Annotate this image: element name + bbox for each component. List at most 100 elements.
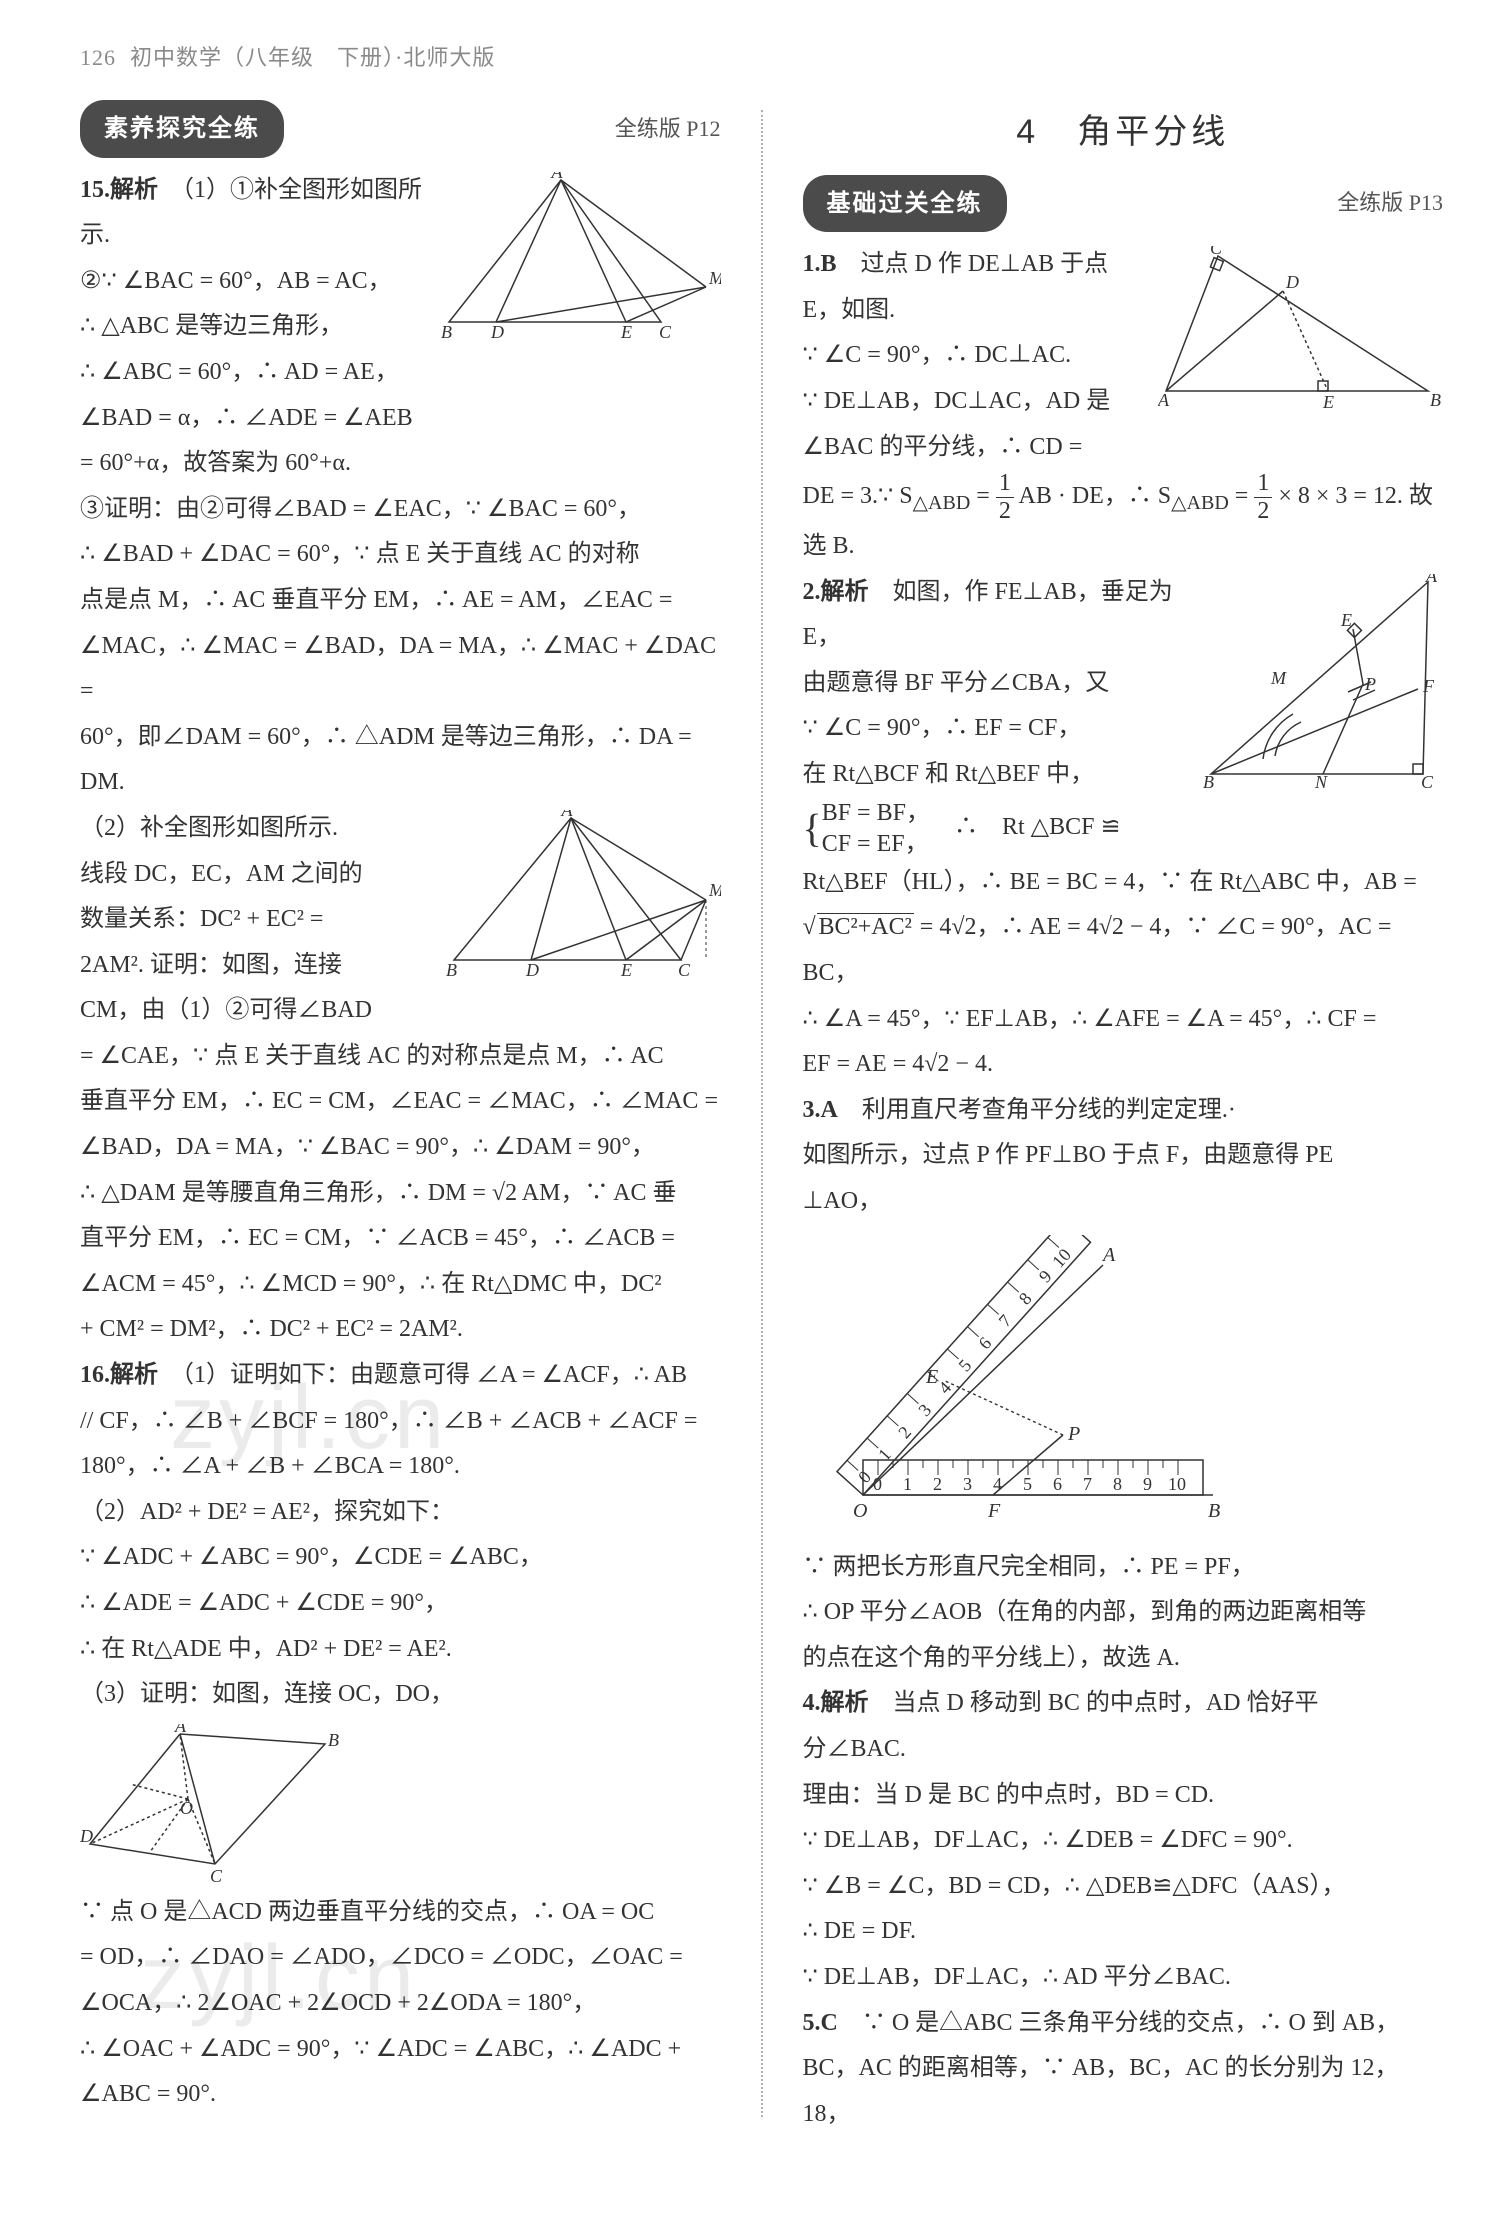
- svg-text:E: E: [1322, 392, 1334, 411]
- q3-e: ∴ OP 平分∠AOB（在角的内部，到角的两边距离相等: [803, 1599, 1367, 1625]
- svg-text:M: M: [708, 880, 721, 900]
- q2-f: Rt△BEF（HL），∴ BE = BC = 4，∵ 在 Rt△ABC 中，AB…: [803, 869, 1417, 895]
- q4-a: 当点 D 移动到 BC 的中点时，AD 恰好平: [893, 1690, 1319, 1716]
- q15-5a: = ∠CAE，∵ 点 E 关于直线 AC 的对称点是点 M，∴ AC: [80, 1043, 664, 1069]
- q4-f: ∴ DE = DF.: [803, 1918, 917, 1944]
- q2-i: EF = AE = 4√2 − 4.: [803, 1051, 993, 1077]
- q15-4a: （2）补全图形如图所示.: [80, 815, 338, 841]
- q3-a: 利用直尺考查角平分线的判定定理.·: [862, 1097, 1236, 1123]
- q1-label: 1.B: [803, 251, 837, 277]
- fig-q16: A B C D O: [80, 1724, 721, 1884]
- q4-label: 4.解析: [803, 1690, 869, 1716]
- q15-5g: + CM² = DM²，∴ DC² + EC² = 2AM².: [80, 1316, 463, 1342]
- q2-label: 2.解析: [803, 579, 869, 605]
- svg-text:7: 7: [994, 1310, 1015, 1330]
- q15-4d: 2AM². 证明：如图，连接: [80, 952, 342, 978]
- q5-b: BC，AC 的距离相等，∵ AB，BC，AC 的长分别为 12，18，: [803, 2055, 1399, 2127]
- q15-3a: ③证明：由②可得∠BAD = ∠EAC，∵ ∠BAC = 60°，: [80, 496, 641, 522]
- svg-text:2: 2: [894, 1422, 915, 1442]
- svg-text:0: 0: [873, 1474, 882, 1494]
- fig-r2: A B C N F E M P: [1203, 574, 1443, 789]
- svg-text:B: B: [1208, 1500, 1220, 1522]
- q15-5c: ∠BAD，DA = MA，∵ ∠BAC = 90°，∴ ∠DAM = 90°，: [80, 1134, 655, 1160]
- svg-text:2: 2: [933, 1474, 942, 1494]
- q15-4e: CM，由（1）②可得∠BAD: [80, 997, 372, 1023]
- q15-5f: ∠ACM = 45°，∴ ∠MCD = 90°，∴ 在 Rt△DMC 中，DC²: [80, 1271, 662, 1297]
- svg-text:O: O: [853, 1500, 867, 1522]
- q2-g: BC²+AC² = 4√2，∴ AE = 4√2 − 4，∵ ∠C = 90°，…: [803, 914, 1392, 986]
- q15-block: A B D E C M 15.解析 （1）①补全图形如图所示. ②∵ ∠BAC …: [80, 168, 721, 1353]
- q16-3d: ∠OCA，∴ 2∠OAC + 2∠OCD + 2∠ODA = 180°，: [80, 1990, 596, 2016]
- svg-text:3: 3: [914, 1400, 935, 1420]
- svg-text:E: E: [620, 322, 632, 340]
- q5-a: ∵ O 是△ABC 三条角平分线的交点，∴ O 到 AB，: [862, 2010, 1399, 2036]
- page-number: 126: [80, 45, 116, 70]
- section-title: 4 角平分线: [803, 100, 1444, 165]
- svg-text:C: C: [1210, 246, 1223, 258]
- svg-text:A: A: [1158, 390, 1170, 410]
- q15-3e: 60°，即∠DAM = 60°，∴ △ADM 是等边三角形，∴ DA = DM.: [80, 724, 692, 796]
- q16-3f: ∠ABC = 90°.: [80, 2081, 216, 2107]
- book-title: 初中数学（八年级 下册）·北师大版: [130, 45, 495, 70]
- q15-4b: 线段 DC，EC，AM 之间的: [80, 861, 363, 887]
- q3-label: 3.A: [803, 1097, 838, 1123]
- q5-label: 5.C: [803, 2010, 838, 2036]
- right-pill-row: 基础过关全练 全练版 P13: [803, 175, 1444, 233]
- svg-text:9: 9: [1143, 1474, 1152, 1494]
- q4-c: 理由：当 D 是 BC 的中点时，BD = CD.: [803, 1782, 1215, 1808]
- q3-block: 3.A 利用直尺考查角平分线的判定定理.· 如图所示，过点 P 作 PF⊥BO …: [803, 1088, 1444, 1682]
- q16-block: zyjl.cn 16.解析 （1）证明如下：由题意可得 ∠A = ∠ACF，∴ …: [80, 1353, 721, 2118]
- q15-5b: 垂直平分 EM，∴ EC = CM，∠EAC = ∠MAC，∴ ∠MAC =: [80, 1088, 718, 1114]
- q15-5e: 直平分 EM，∴ EC = CM，∵ ∠ACB = 45°，∴ ∠ACB =: [80, 1225, 675, 1251]
- svg-text:B: B: [446, 960, 457, 978]
- svg-text:B: B: [1203, 772, 1214, 789]
- q1-block: A B C D E 1.B 过点 D 作 DE⊥AB 于点 E，如图. ∵ ∠C…: [803, 242, 1444, 569]
- svg-text:P: P: [1364, 674, 1376, 694]
- svg-text:C: C: [210, 1866, 223, 1884]
- svg-text:E: E: [925, 1366, 938, 1388]
- svg-text:1: 1: [903, 1474, 912, 1494]
- q2-d: 在 Rt△BCF 和 Rt△BEF 中，: [803, 761, 1095, 787]
- q16-label: 16.解析: [80, 1362, 158, 1388]
- left-column: 素养探究全练 全练版 P12 A B D: [80, 40, 741, 2137]
- svg-text:B: B: [441, 322, 452, 340]
- svg-text:P: P: [1067, 1423, 1080, 1445]
- fig-q15-1: A B D E C M: [441, 172, 721, 340]
- svg-text:O: O: [180, 1798, 193, 1818]
- q16-3b: ∵ 点 O 是△ACD 两边垂直平分线的交点，∴ OA = OC: [80, 1899, 654, 1925]
- svg-text:7: 7: [1083, 1474, 1092, 1494]
- svg-text:6: 6: [974, 1333, 995, 1353]
- q4-block: 4.解析 当点 D 移动到 BC 的中点时，AD 恰好平 分∠BAC. 理由：当…: [803, 1681, 1444, 2000]
- svg-text:8: 8: [1113, 1474, 1122, 1494]
- q16-1c: 180°，∴ ∠A + ∠B + ∠BCA = 180°.: [80, 1453, 460, 1479]
- column-divider: [761, 110, 763, 2117]
- svg-text:6: 6: [1053, 1474, 1062, 1494]
- q3-b: 如图所示，过点 P 作 PF⊥BO 于点 F，由题意得 PE: [803, 1142, 1334, 1168]
- q16-2d: ∴ 在 Rt△ADE 中，AD² + DE² = AE².: [80, 1636, 452, 1662]
- q15-2c: ∴ ∠ABC = 60°，∴ AD = AE，: [80, 359, 399, 385]
- q4-b: 分∠BAC.: [803, 1736, 906, 1762]
- q16-2a: （2）AD² + DE² = AE²，探究如下：: [80, 1499, 454, 1525]
- svg-text:C: C: [659, 322, 672, 340]
- svg-text:A: A: [174, 1724, 187, 1736]
- q1-d: ∠BAC 的平分线，∴ CD =: [803, 434, 1083, 460]
- svg-text:M: M: [1270, 668, 1287, 688]
- q15-3c: 点是点 M，∴ AC 垂直平分 EM，∴ AE = AM，∠EAC =: [80, 587, 672, 613]
- svg-text:E: E: [1340, 610, 1352, 630]
- svg-text:D: D: [1285, 272, 1299, 292]
- q16-2b: ∵ ∠ADC + ∠ABC = 90°，∠CDE = ∠ABC，: [80, 1544, 543, 1570]
- q15-2a: ②∵ ∠BAC = 60°，AB = AC，: [80, 268, 392, 294]
- q16-3c: = OD，∴ ∠DAO = ∠ADO，∠DCO = ∠ODC，∠OAC =: [80, 1944, 683, 1970]
- svg-text:A: A: [560, 810, 573, 820]
- left-pill-row: 素养探究全练 全练版 P12: [80, 100, 721, 158]
- svg-text:B: B: [328, 1730, 339, 1750]
- q3-f: 的点在这个角的平分线上），故选 A.: [803, 1645, 1180, 1671]
- q15-5d: ∴ △DAM 是等腰直角三角形，∴ DM = √2 AM，∵ AC 垂: [80, 1180, 676, 1206]
- svg-text:D: D: [80, 1826, 93, 1846]
- svg-text:A: A: [1425, 574, 1438, 586]
- q1-c: ∵ DE⊥AB，DC⊥AC，AD 是: [803, 388, 1111, 414]
- q16-2c: ∴ ∠ADE = ∠ADC + ∠CDE = 90°，: [80, 1590, 448, 1616]
- q2-b: 由题意得 BF 平分∠CBA，又: [803, 670, 1110, 696]
- q16-3a: （3）证明：如图，连接 OC，DO，: [80, 1681, 454, 1707]
- svg-text:F: F: [1422, 676, 1435, 696]
